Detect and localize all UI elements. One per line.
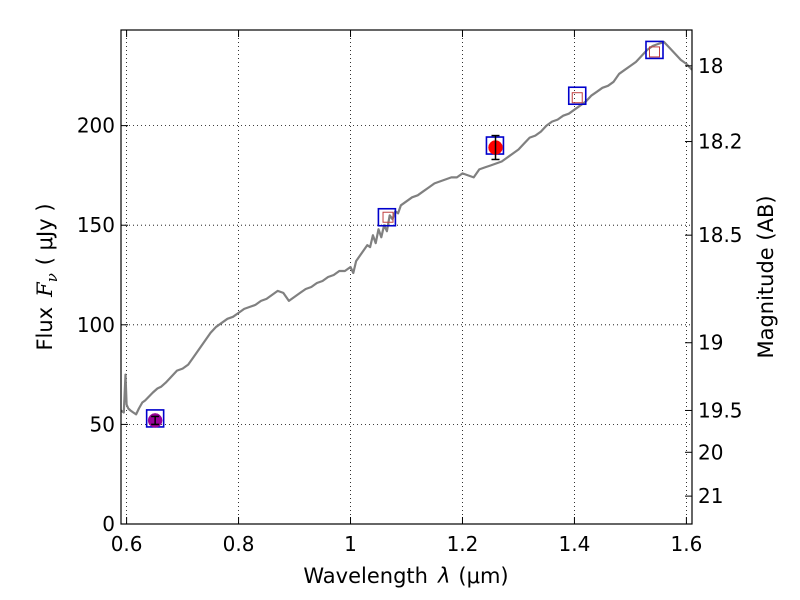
axis-ticks: 0.6 0.8 1 1.2 1.4 1.6 0 50 100 150 200 18 18.2 18.5 19… xyxy=(77,30,743,556)
y2-tick-label: 18 xyxy=(698,54,723,78)
spectrum-series xyxy=(121,40,692,416)
y2-axis-label: Magnitude (AB) xyxy=(754,195,778,358)
photometry-markers xyxy=(145,40,664,428)
y2-tick-label: 21 xyxy=(698,484,723,508)
x-tick-label: 0.8 xyxy=(223,532,255,556)
y-tick-label: 0 xyxy=(102,512,115,536)
y-axis-label: FluxFν( μJy ) xyxy=(33,203,61,350)
small-box-marker xyxy=(571,92,583,104)
y-tick-label: 150 xyxy=(77,213,115,237)
x-tick-label: 1.2 xyxy=(447,532,479,556)
small-box-marker xyxy=(382,211,394,223)
y2-tick-label: 19 xyxy=(698,331,723,355)
y-tick-label: 50 xyxy=(90,412,115,436)
y2-tick-label: 18.5 xyxy=(698,223,743,247)
x-axis-label: Wavelength λ (μm) xyxy=(303,564,508,588)
y-tick-label: 100 xyxy=(77,313,115,337)
spectrum-line xyxy=(121,40,692,416)
x-tick-label: 1.4 xyxy=(559,532,591,556)
y2-tick-label: 19.5 xyxy=(698,398,743,422)
y2-tick-label: 18.2 xyxy=(698,130,743,154)
model-box-marker xyxy=(645,40,664,60)
x-tick-label: 1.6 xyxy=(670,532,702,556)
x-tick-label: 0.6 xyxy=(111,532,143,556)
grid-lines xyxy=(121,30,692,524)
model-box-marker xyxy=(567,86,587,106)
y2-tick-label: 20 xyxy=(698,440,723,464)
y-tick-label: 200 xyxy=(77,114,115,138)
plot-frame xyxy=(120,29,693,525)
model-box-marker xyxy=(377,207,397,227)
x-tick-label: 1 xyxy=(344,532,357,556)
small-box-marker xyxy=(648,46,660,58)
